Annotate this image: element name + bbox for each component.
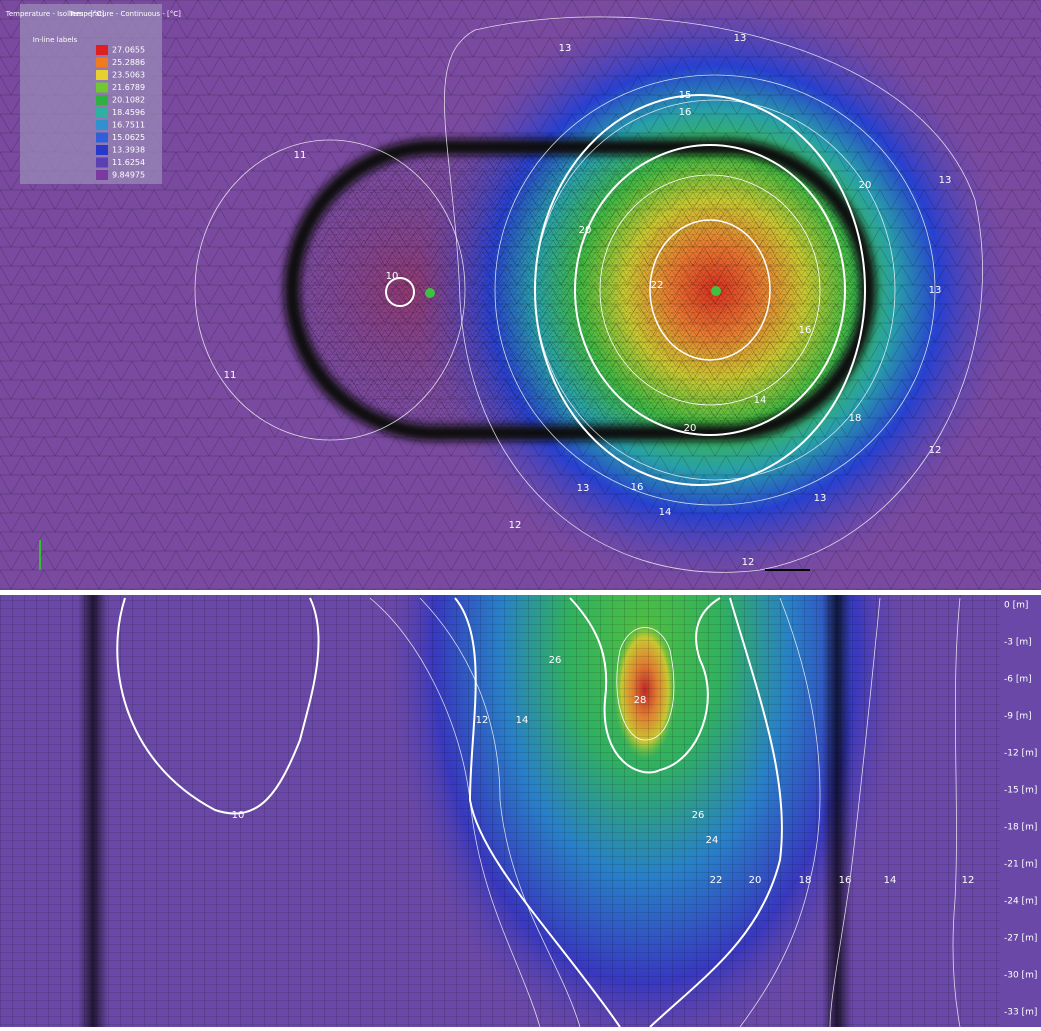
depth-label: -3 [m] [1004,638,1032,648]
depth-label: -24 [m] [1004,897,1037,907]
legend-swatch [96,58,108,68]
contour-label: 16 [799,325,812,336]
legend-swatch [96,133,108,143]
depth-label: -18 [m] [1004,823,1037,833]
legend-value: 9.84975 [112,171,145,180]
legend-value: 20.1082 [112,96,145,105]
legend-value: 11.6254 [112,158,145,167]
legend-swatch [96,83,108,93]
contour-label: 13 [814,493,827,504]
legend-swatch [96,45,108,55]
legend-isolines-note: In-line labels [33,36,78,44]
depth-label: -27 [m] [1004,934,1037,944]
legend-value: 13.3938 [112,146,145,155]
legend-value: 15.0625 [112,133,145,142]
cold-well [425,288,435,298]
contour-label: 22 [651,280,664,291]
depth-label: -21 [m] [1004,860,1037,870]
contour-label: 12 [742,557,755,568]
legend-value: 25.2886 [112,58,145,67]
depth-label: -33 [m] [1004,1008,1037,1018]
legend-value: 18.4596 [112,108,145,117]
legend-swatch [96,70,108,80]
contour-label: 13 [734,33,747,44]
legend-value: 16.7511 [112,121,145,130]
depth-label: -30 [m] [1004,971,1037,981]
contour-label: 26 [692,810,705,821]
legend-swatch [96,170,108,180]
contour-label: 20 [749,875,762,886]
separator [0,590,1041,595]
contour-label: 14 [754,395,767,406]
contour-label: 18 [799,875,812,886]
legend-swatch [96,145,108,155]
warm-well [711,286,721,296]
borehole-right [822,595,852,1027]
legend-value: 21.6789 [112,83,145,92]
depth-label: -15 [m] [1004,786,1037,796]
contour-label: 20 [859,180,872,191]
contour-label: 14 [884,875,897,886]
contour-label: 13 [929,285,942,296]
contour-label: 16 [631,482,644,493]
simulation-view: Temperature - Isolines - [°C] In-line la… [0,0,1041,1027]
legend-swatch [96,95,108,105]
page: Temperature - Isolines - [°C] In-line la… [0,0,1041,1027]
legend-box [20,4,162,184]
contour-label: 14 [659,507,672,518]
depth-label: -6 [m] [1004,675,1032,685]
contour-label: 11 [224,370,237,381]
contour-label: 20 [579,225,592,236]
legend-swatch [96,158,108,168]
contour-label: 12 [962,875,975,886]
contour-label: 10 [386,271,399,282]
depth-label: 0 [m] [1004,601,1028,611]
contour-label: 15 [679,90,692,101]
plan-view: Temperature - Isolines - [°C] In-line la… [0,0,1041,590]
legend-swatch [96,120,108,130]
depth-label: -9 [m] [1004,712,1032,722]
legend: Temperature - Isolines - [°C] In-line la… [5,4,181,184]
depth-label: -12 [m] [1004,749,1037,759]
contour-label: 24 [706,835,719,846]
contour-label: 13 [559,43,572,54]
contour-label: 16 [839,875,852,886]
borehole-left [78,595,108,1027]
section-view [0,595,1041,1027]
contour-label: 20 [684,423,697,434]
contour-label: 22 [710,875,723,886]
legend-continuous-title: Temperature - Continuous - [°C] [68,10,181,18]
legend-value: 27.0655 [112,46,145,55]
fine-mesh [290,145,870,435]
contour-label: 10 [232,810,245,821]
contour-label: 16 [679,107,692,118]
contour-label: 12 [929,445,942,456]
contour-label: 12 [509,520,522,531]
legend-swatch [96,108,108,118]
legend-value: 23.5063 [112,71,145,80]
contour-label: 13 [577,483,590,494]
contour-label: 13 [939,175,952,186]
contour-label: 26 [549,655,562,666]
contour-label: 11 [294,150,307,161]
contour-label: 18 [849,413,862,424]
contour-label: 14 [516,715,529,726]
contour-label: 28 [634,695,647,706]
contour-label: 12 [476,715,489,726]
